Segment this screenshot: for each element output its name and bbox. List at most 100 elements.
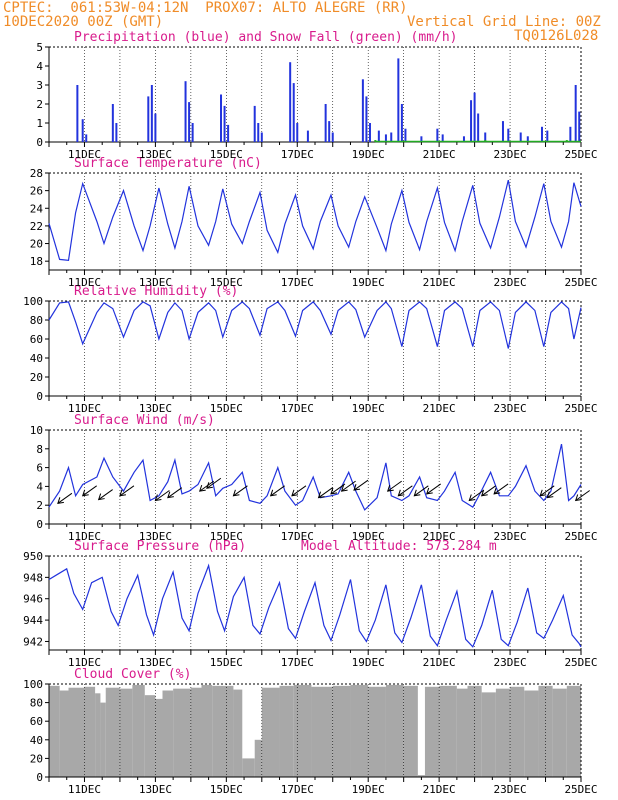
wind-arrow-head (198, 484, 206, 492)
x-tick-label: 25DEC (564, 148, 597, 161)
cloud-bar (368, 686, 386, 777)
x-tick-label: 13DEC (139, 148, 172, 161)
cloud-bar (59, 690, 69, 777)
precip-bar (85, 134, 88, 142)
wind-arrow-head (167, 491, 174, 499)
wind-arrow-head (232, 489, 240, 497)
panel-4: 942 944 946 948 950 11DEC 13DEC 15DEC 17DEC 19DEC… (23, 550, 597, 669)
x-tick-label: 17DEC (281, 530, 314, 543)
precip-bar (361, 79, 364, 142)
wind-arrow-head (269, 489, 277, 497)
x-tick-label: 15DEC (210, 530, 243, 543)
panel-3: 0 2 4 6 8 10 11DEC 13DEC 15DEC 17DEC 19DEC 21DEC 23D… (30, 424, 598, 543)
wind-arrow-head (353, 484, 361, 491)
precip-bar (574, 85, 577, 142)
precip-bar (76, 85, 79, 142)
x-tick-label: 25DEC (564, 402, 597, 415)
wind-arrow (155, 490, 170, 501)
precip-bar (569, 126, 572, 142)
precip-bar (184, 81, 187, 142)
wind-arrow (233, 485, 248, 497)
x-tick-label: 21DEC (423, 402, 456, 415)
header-run-date: 10DEC2020 00Z (GMT) (3, 14, 164, 30)
x-tick-label: 23DEC (494, 783, 527, 796)
wind-arrow (539, 485, 555, 497)
precip-bar (227, 124, 230, 142)
precip-bar (578, 111, 581, 142)
cloud-bar (84, 686, 96, 777)
precip-bar (289, 62, 292, 143)
wind-arrow (82, 485, 97, 497)
x-tick-label: 21DEC (423, 530, 456, 543)
precip-bar (223, 105, 226, 142)
wind-arrow (318, 487, 333, 499)
y-tick-label: 100 (23, 678, 43, 691)
cloud-bar (119, 688, 133, 777)
wind-arrow (414, 485, 429, 497)
panel-1: 18 20 22 24 26 28 11DEC 13DEC 15DEC 17DEC 19DEC 21D… (30, 167, 598, 289)
precip-bar (473, 92, 476, 142)
cloud-bar (424, 686, 440, 777)
x-tick-label: 19DEC (352, 276, 385, 289)
temperature-title: Surface Temperature (nC) (74, 156, 262, 171)
precip-bar (81, 119, 84, 142)
series-line (48, 301, 582, 349)
x-tick-label: 15DEC (210, 276, 243, 289)
series-line (48, 443, 582, 511)
cloud-bar (467, 685, 482, 777)
x-tick-label: 19DEC (352, 402, 385, 415)
y-tick-label: 20 (30, 238, 43, 251)
precip-bar (501, 121, 504, 142)
x-tick-label: 21DEC (423, 148, 456, 161)
x-tick-label: 11DEC (68, 783, 101, 796)
x-tick-label: 13DEC (139, 530, 172, 543)
header-location: CPTEC: 061:53W-04:12N PROX07: ALTO ALEGR… (3, 0, 408, 16)
precip-bar (470, 100, 473, 142)
wind-arrow (353, 479, 369, 491)
x-tick-label: 23DEC (494, 656, 527, 669)
y-tick-label: 942 (23, 635, 43, 648)
cloud-bar (190, 687, 202, 777)
wind-arrow-head (57, 497, 64, 504)
x-tick-label: 11DEC (68, 148, 101, 161)
y-tick-label: 6 (36, 462, 43, 475)
precip-bar (404, 128, 407, 142)
y-tick-label: 948 (23, 571, 43, 584)
x-tick-label: 25DEC (564, 656, 597, 669)
cloud-bar (95, 693, 101, 777)
precip-bar (365, 96, 368, 142)
y-tick-label: 80 (30, 697, 43, 710)
precip-bar (257, 123, 260, 142)
cloud-bar (552, 688, 567, 777)
cloud-bar (233, 689, 243, 777)
x-tick-label: 17DEC (281, 276, 314, 289)
cloud-bar (254, 739, 262, 777)
wind-arrow-head (317, 491, 325, 499)
y-tick-label: 100 (23, 295, 43, 308)
y-tick-label: 3 (36, 79, 43, 92)
x-tick-label: 25DEC (564, 276, 597, 289)
wind-title: Surface Wind (m/s) (74, 413, 215, 428)
y-tick-label: 1 (36, 117, 43, 130)
series-line (48, 179, 582, 261)
wind-arrow (291, 485, 307, 497)
wind-arrow (468, 490, 484, 501)
precip-bar (253, 105, 256, 142)
precip-bar (390, 132, 393, 142)
y-tick-label: 60 (30, 715, 43, 728)
x-tick-label: 23DEC (494, 530, 527, 543)
cloud-bar (144, 695, 156, 777)
wind-arrow (398, 485, 413, 497)
cloud-bar (201, 684, 213, 777)
precip-bar (519, 132, 522, 142)
x-tick-label: 17DEC (281, 148, 314, 161)
y-tick-label: 40 (30, 352, 43, 365)
cloud-bar (261, 687, 280, 777)
precip-bar (292, 83, 295, 142)
y-tick-label: 20 (30, 371, 43, 384)
cloud-bar (538, 685, 553, 777)
wind-arrow-head (97, 493, 105, 501)
precip-bar (220, 94, 223, 142)
precip-bar (115, 123, 118, 142)
x-tick-label: 23DEC (494, 276, 527, 289)
